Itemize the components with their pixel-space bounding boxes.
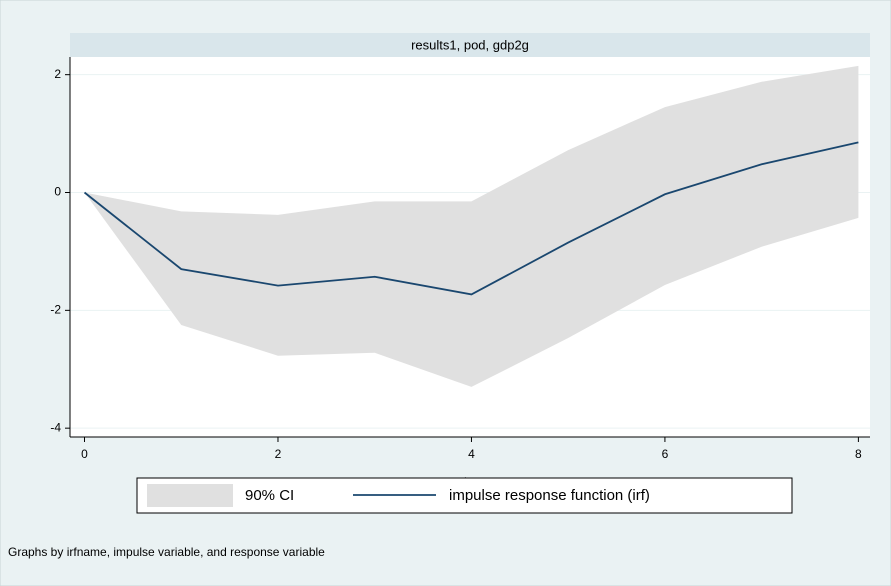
y-tick-label: -2 <box>50 303 61 317</box>
legend-label: impulse response function (irf) <box>449 487 650 504</box>
x-tick-label: 2 <box>275 447 282 461</box>
x-tick-label: 0 <box>81 447 88 461</box>
x-tick-label: 4 <box>468 447 475 461</box>
x-tick-label: 8 <box>855 447 862 461</box>
irf-line <box>83 141 859 296</box>
legend-swatch <box>147 484 233 507</box>
panel-title: results1, pod, gdp2g <box>411 37 529 52</box>
x-tick-label: 6 <box>662 447 669 461</box>
note: Graphs by irfname, impulse variable, and… <box>8 545 325 559</box>
y-tick-label: 2 <box>54 67 61 81</box>
y-tick-label: -4 <box>50 420 61 434</box>
y-tick-label: 0 <box>54 185 61 199</box>
legend-label: 90% CI <box>245 487 294 504</box>
panel-strip <box>70 33 870 57</box>
ci-band <box>84 65 859 387</box>
legend <box>136 477 793 514</box>
